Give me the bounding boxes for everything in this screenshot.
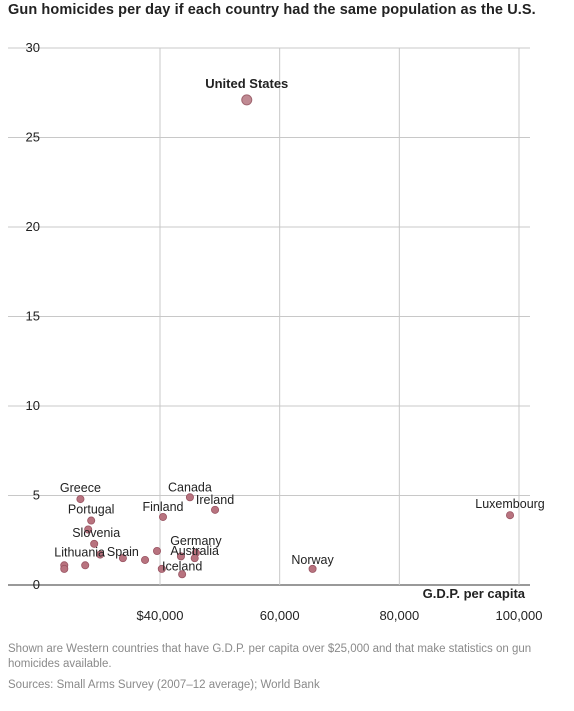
data-point bbox=[190, 554, 199, 563]
x-tick-label: 100,000 bbox=[496, 608, 543, 623]
data-point bbox=[76, 495, 85, 504]
x-tick-label: 60,000 bbox=[260, 608, 300, 623]
data-point bbox=[506, 511, 515, 520]
data-point bbox=[90, 539, 99, 548]
chart-note: Shown are Western countries that have G.… bbox=[8, 643, 532, 670]
data-point bbox=[118, 554, 127, 563]
point-label: Spain bbox=[107, 545, 139, 559]
point-label: United States bbox=[205, 76, 288, 91]
point-label: Slovenia bbox=[72, 526, 120, 540]
point-label: Luxembourg bbox=[475, 497, 545, 511]
y-tick-label: 30 bbox=[26, 40, 40, 55]
data-point bbox=[185, 493, 194, 502]
y-tick-label: 0 bbox=[33, 577, 40, 592]
y-tick-label: 20 bbox=[26, 219, 40, 234]
data-point bbox=[96, 550, 105, 559]
data-point bbox=[157, 564, 166, 573]
x-axis-label: G.D.P. per capita bbox=[423, 586, 526, 601]
point-label: Germany bbox=[170, 534, 222, 548]
point-label: Norway bbox=[291, 553, 334, 567]
point-labels: United States Greece Portugal Canada Finland… bbox=[54, 76, 545, 573]
y-tick-label: 25 bbox=[26, 130, 40, 145]
point-label: Finland bbox=[142, 500, 183, 514]
grid-lines bbox=[8, 47, 530, 586]
point-label: Greece bbox=[60, 481, 101, 495]
data-point bbox=[153, 546, 162, 555]
data-point bbox=[81, 561, 90, 570]
data-point bbox=[211, 505, 220, 514]
point-label: Portugal bbox=[68, 503, 115, 517]
data-point bbox=[308, 564, 317, 573]
y-tick-label: 15 bbox=[26, 309, 40, 324]
chart-title: Gun homicides per day if each country ha… bbox=[8, 2, 536, 18]
point-label: Iceland bbox=[162, 559, 202, 573]
y-tick-label: 5 bbox=[33, 488, 40, 503]
point-label: Ireland bbox=[196, 493, 234, 507]
point-label: Australia bbox=[170, 544, 219, 558]
axis-ticks: 0 5 10 15 20 25 30 $40,000 60,000 80,000 100,000 bbox=[26, 40, 543, 623]
data-point bbox=[60, 564, 69, 573]
chart-source: Sources: Small Arms Survey (2007–12 aver… bbox=[8, 679, 320, 691]
point-label: Lithuania bbox=[54, 545, 105, 559]
data-point bbox=[158, 512, 167, 521]
data-point bbox=[176, 552, 185, 561]
x-tick-label: 80,000 bbox=[379, 608, 419, 623]
data-point bbox=[87, 516, 96, 525]
y-tick-label: 10 bbox=[26, 398, 40, 413]
scatter-plot: 0 5 10 15 20 25 30 $40,000 60,000 80,000 100,000 U… bbox=[8, 40, 545, 623]
x-tick-label: $40,000 bbox=[137, 608, 184, 623]
data-points bbox=[60, 94, 515, 579]
data-point bbox=[241, 94, 253, 106]
data-point bbox=[178, 570, 187, 579]
data-point bbox=[84, 525, 93, 534]
point-label: Canada bbox=[168, 480, 212, 494]
data-point bbox=[141, 555, 150, 564]
